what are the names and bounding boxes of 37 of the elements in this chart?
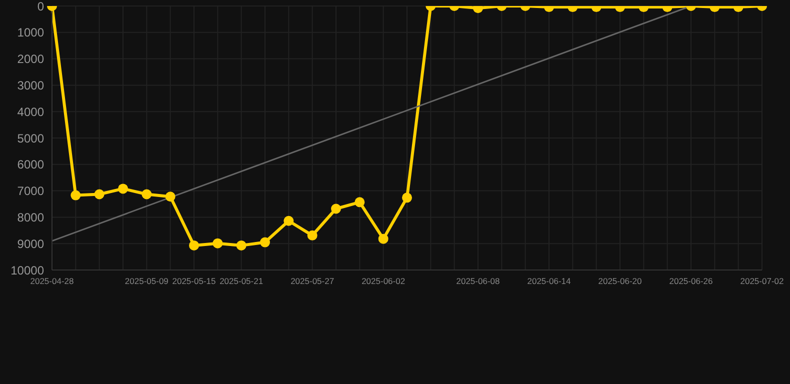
point [165,192,176,202]
point [70,190,81,200]
point [284,216,294,226]
y-tick-label: 8000 [17,210,44,224]
y-tick-label: 7000 [17,184,44,198]
y-tick-label: 9000 [17,236,44,251]
point [307,230,318,240]
y-tick-label: 0 [37,0,44,14]
point [118,184,128,194]
point [212,238,223,248]
y-tick-label: 2000 [17,52,44,66]
point [402,192,412,203]
y-tick-label: 10000 [10,263,44,278]
x-tick-label: 2025-05-27 [290,276,334,286]
point [354,197,365,208]
x-tick-label: 2025-04-28 [30,276,74,286]
point [142,189,152,200]
y-tick-label: 1000 [17,26,44,40]
point [331,204,341,214]
x-tick-label: 2025-06-26 [669,276,714,286]
y-tick-label: 4000 [17,104,44,119]
x-tick-label: 2025-05-15 [172,276,216,286]
x-tick-label: 2025-05-21 [220,276,264,286]
x-tick-label: 2025-06-08 [456,276,500,286]
x-tick-label: 2025-06-14 [527,276,572,286]
x-tick-label: 2025-06-20 [598,276,642,286]
x-tick-label: 2025-05-09 [124,276,169,286]
y-tick-label: 6000 [17,158,44,172]
point [94,189,104,200]
x-tick-label: 2025-07-02 [740,276,784,286]
point [378,234,388,244]
y-tick-label: 5000 [17,131,44,146]
x-tick-label: 2025-06-02 [362,276,406,286]
point [236,240,246,250]
point [189,240,199,250]
y-tick-label: 3000 [17,78,44,92]
point [260,237,270,248]
